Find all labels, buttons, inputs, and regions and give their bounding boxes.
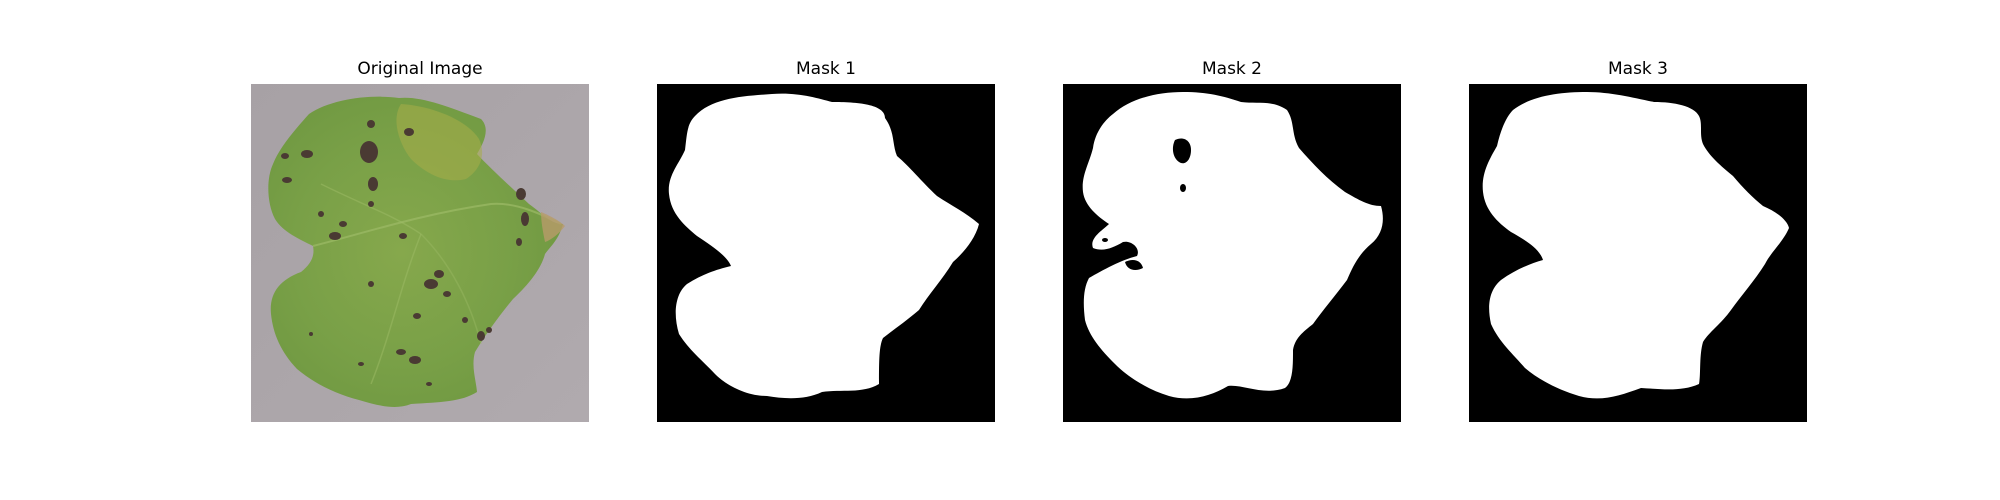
- mask-3-panel: Mask 3: [1469, 0, 1807, 500]
- mask-foreground: [1082, 92, 1383, 399]
- leaf-vein: [320, 183, 422, 235]
- mask-2-image: [1063, 84, 1401, 422]
- original-image-panel: Original Image: [251, 0, 589, 500]
- leaf-vein: [370, 233, 422, 385]
- mask-foreground: [668, 93, 979, 399]
- panel-title: Mask 3: [1607, 59, 1668, 79]
- mask-2-panel: Mask 2: [1063, 0, 1401, 500]
- mask-foreground: [1482, 92, 1789, 399]
- mask-1-panel: Mask 1: [657, 0, 995, 500]
- mask-specks: [1097, 112, 1245, 160]
- panel-title: Original Image: [357, 59, 483, 79]
- leaf-yellow-tint: [396, 104, 483, 181]
- mask-holes: [1102, 138, 1191, 270]
- leaf-tip-brown: [541, 212, 565, 242]
- mask-3-image: [1469, 84, 1807, 422]
- leaf-midrib: [312, 202, 562, 247]
- panel-title: Mask 1: [795, 59, 856, 79]
- leaf-spots: [281, 120, 529, 386]
- panel-title: Mask 2: [1201, 59, 1262, 79]
- original-leaf-photo: [251, 84, 589, 422]
- leaf-vein: [420, 233, 482, 345]
- mask-1-image: [657, 84, 995, 422]
